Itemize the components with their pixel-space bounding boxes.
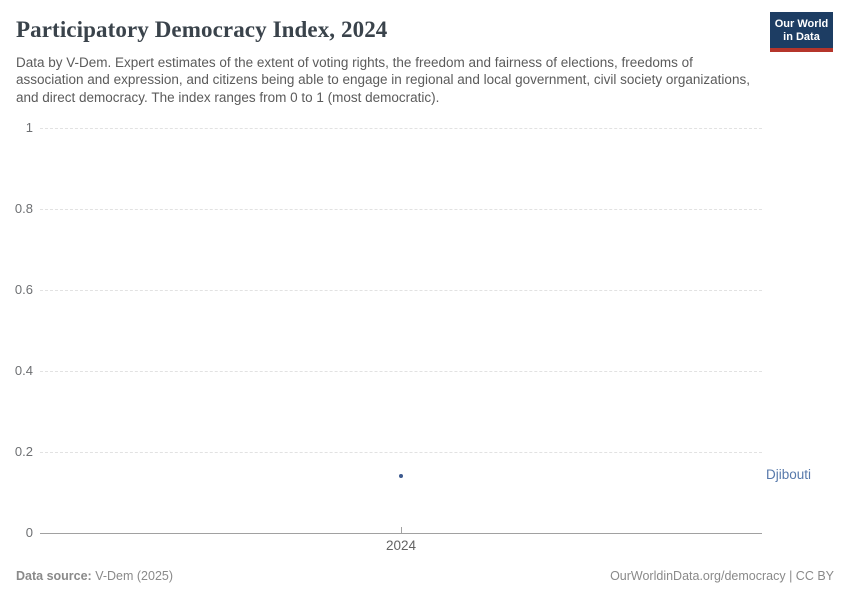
gridline xyxy=(40,371,762,372)
x-axis-tick-mark xyxy=(401,527,402,533)
chart-footer: Data source: V-Dem (2025) OurWorldinData… xyxy=(16,569,834,583)
data-point-djibouti[interactable] xyxy=(399,474,403,479)
data-source-note: Data source: V-Dem (2025) xyxy=(16,569,173,583)
owid-logo-line2: in Data xyxy=(783,31,820,43)
y-axis-tick-label: 0.8 xyxy=(14,201,33,216)
entity-label-djibouti[interactable]: Djibouti xyxy=(766,467,812,483)
y-axis-tick-label: 0 xyxy=(25,525,33,540)
data-source-label: Data source: xyxy=(16,569,92,583)
attribution-link[interactable]: OurWorldinData.org/democracy | CC BY xyxy=(610,569,834,583)
gridline xyxy=(40,290,762,291)
owid-logo-line1: Our World xyxy=(774,18,829,30)
gridline xyxy=(40,209,762,210)
y-axis-tick-label: 0.2 xyxy=(14,444,33,459)
gridline xyxy=(40,128,762,129)
x-axis-tick-label: 2024 xyxy=(385,538,417,553)
owid-logo[interactable]: Our World in Data xyxy=(770,12,833,52)
chart-subtitle: Data by V-Dem. Expert estimates of the e… xyxy=(16,55,750,105)
y-axis-tick-label: 0.4 xyxy=(14,363,33,378)
y-axis-tick-label: 0.6 xyxy=(14,282,33,297)
x-axis-line xyxy=(40,533,762,534)
chart-title: Participatory Democracy Index, 2024 xyxy=(16,17,388,42)
y-axis-tick-label: 1 xyxy=(25,120,33,135)
gridline xyxy=(40,452,762,453)
data-source-value: V-Dem (2025) xyxy=(91,569,174,583)
